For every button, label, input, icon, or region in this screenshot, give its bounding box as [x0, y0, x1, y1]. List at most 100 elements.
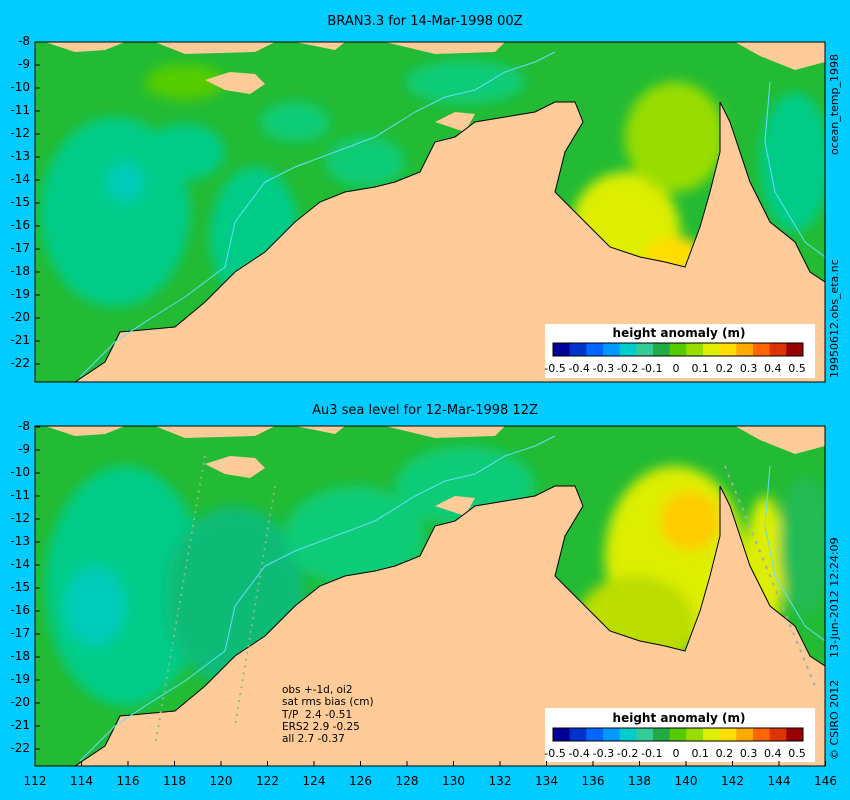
- top-map-panel: [35, 42, 825, 382]
- x-tick-label: 118: [163, 774, 186, 788]
- x-tick-label: 138: [628, 774, 651, 788]
- x-tick-label: 114: [70, 774, 93, 788]
- y-tick-label: -14: [10, 557, 30, 571]
- y-tick-label: -14: [10, 172, 30, 186]
- right-label-copyright: © CSIRO 2012: [828, 679, 841, 760]
- right-label-timestamp: 13-Jun-2012 12:24:09: [828, 537, 841, 658]
- y-tick-label: -19: [10, 672, 30, 686]
- axes-frames: [34, 41, 826, 767]
- stats-line: obs +-1d, oi2: [282, 684, 353, 696]
- colorbar-swatch: [686, 343, 704, 356]
- x-tick-label: 120: [209, 774, 233, 788]
- y-tick-label: -15: [10, 195, 30, 209]
- right-label-dataset: ocean_temp_1998: [828, 53, 841, 155]
- colorbar-swatch: [786, 728, 804, 741]
- colorbar-swatch: [553, 343, 571, 356]
- x-tick-label: 142: [721, 774, 744, 788]
- y-tick-label: -12: [10, 511, 30, 525]
- y-tick-label: -18: [10, 264, 30, 278]
- x-tick-label: 146: [814, 774, 837, 788]
- x-tick-label: 132: [488, 774, 512, 788]
- y-tick-label: -18: [10, 649, 30, 663]
- colorbar-outline: [552, 342, 804, 357]
- colorbar-tick-label: -0.5: [544, 747, 566, 760]
- x-tick-label: 124: [302, 774, 326, 788]
- colorbar-swatch: [636, 343, 654, 356]
- colorbar-swatch: [586, 343, 604, 356]
- colorbar-swatch: [753, 728, 771, 741]
- colorbar-swatch: [569, 728, 587, 741]
- colorbar-swatch: [586, 728, 604, 741]
- y-tick-label: -10: [10, 80, 30, 94]
- colorbar-tick-label: 0.4: [764, 362, 782, 375]
- stats-note: obs +-1d, oi2 sat rms bias (cm) T/P 2.4 …: [282, 684, 374, 745]
- colorbar-swatch: [769, 343, 787, 356]
- y-tick-label: -12: [10, 126, 30, 140]
- bottom-panel-title: Au3 sea level for 12-Mar-1998 12Z: [312, 403, 538, 418]
- colorbar-tick-label: -0.5: [544, 362, 566, 375]
- colorbar-tick-label: -0.1: [641, 362, 663, 375]
- top-panel-frame: [34, 41, 826, 383]
- colorbar-tick-label: -0.1: [641, 747, 663, 760]
- bottom-panel-frame: [34, 425, 826, 767]
- colorbar-tick-label: 0.1: [691, 747, 709, 760]
- y-tick-label: -13: [10, 534, 30, 548]
- x-tick-label: 144: [767, 774, 791, 788]
- colorbar-swatch: [719, 343, 737, 356]
- y-tick-label: -15: [10, 580, 30, 594]
- x-tick-label: 130: [442, 774, 465, 788]
- colorbar-swatch: [719, 728, 737, 741]
- x-tick-label: 122: [256, 774, 279, 788]
- colorbar-tick-label: -0.4: [568, 747, 590, 760]
- top-panel-title: BRAN3.3 for 14-Mar-1998 00Z: [327, 14, 523, 29]
- colorbar-title-top: height anomaly (m): [612, 326, 746, 340]
- colorbar-tick-label: 0.5: [788, 747, 806, 760]
- colorbar-swatch: [753, 343, 771, 356]
- x-tick-label: 128: [395, 774, 419, 788]
- colorbars: [552, 342, 804, 742]
- colorbar-swatch: [653, 728, 671, 741]
- y-tick-label: -8: [18, 34, 30, 48]
- colorbar-tick-label: 0.3: [739, 747, 758, 760]
- colorbar-tick-label: -0.4: [568, 362, 590, 375]
- x-tick-label: 126: [349, 774, 372, 788]
- stats-line: sat rms bias (cm): [282, 696, 374, 709]
- colorbar-tick-label: 0.2: [715, 362, 734, 375]
- colorbar-swatch: [619, 343, 637, 356]
- y-tick-label: -17: [10, 626, 30, 640]
- y-tick-label: -9: [18, 57, 30, 71]
- colorbar-swatch: [686, 728, 704, 741]
- y-tick-label: -16: [10, 603, 30, 617]
- colorbar-tick-label: -0.2: [616, 747, 639, 760]
- colorbar-tick-label: 0: [672, 747, 680, 760]
- colorbar-tick-label: -0.3: [592, 747, 615, 760]
- colorbar-swatch: [569, 343, 587, 356]
- colorbar-swatch: [669, 343, 687, 356]
- colorbar-tick-label: 0.1: [691, 362, 709, 375]
- y-tick-label: -19: [10, 287, 30, 301]
- y-tick-label: -21: [10, 333, 30, 347]
- stats-line: ERS2 2.9 -0.25: [282, 720, 360, 733]
- y-tick-label: -10: [10, 465, 30, 479]
- colorbar-title-bottom: height anomaly (m): [612, 711, 746, 725]
- y-tick-label: -11: [10, 488, 30, 502]
- y-tick-label: -17: [10, 241, 30, 255]
- colorbar-swatch: [669, 728, 687, 741]
- y-tick-label: -9: [18, 442, 30, 456]
- right-label-file: 19950612.obs_eta.nc: [828, 259, 841, 378]
- y-tick-label: -16: [10, 218, 30, 232]
- colorbar-tick-label: 0.2: [715, 747, 734, 760]
- x-tick-label: 112: [23, 774, 47, 788]
- y-tick-label: -13: [10, 149, 30, 163]
- y-tick-label: -20: [10, 310, 30, 324]
- y-tick-label: -8: [18, 419, 30, 433]
- colorbar-swatch: [653, 343, 671, 356]
- x-tick-label: 136: [581, 774, 605, 788]
- colorbar-tick-label: 0: [672, 362, 680, 375]
- colorbar-swatch: [553, 728, 571, 741]
- x-tick-label: 140: [674, 774, 698, 788]
- colorbar-swatch: [619, 728, 637, 741]
- colorbar-tick-label: 0.3: [739, 362, 758, 375]
- stats-line: T/P 2.4 -0.51: [282, 708, 353, 721]
